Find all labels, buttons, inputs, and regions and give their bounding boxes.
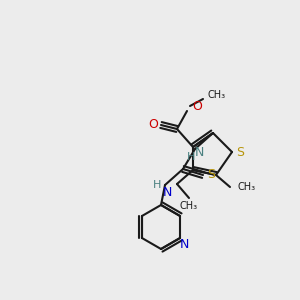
Text: H: H [153, 180, 161, 190]
Text: N: N [162, 187, 172, 200]
Text: CH₃: CH₃ [180, 201, 198, 211]
Text: O: O [192, 100, 202, 113]
Text: CH₃: CH₃ [238, 182, 256, 192]
Text: CH₃: CH₃ [208, 90, 226, 100]
Text: O: O [148, 118, 158, 131]
Text: N: N [194, 146, 204, 160]
Text: S: S [236, 146, 244, 158]
Text: H: H [187, 152, 195, 162]
Text: S: S [207, 169, 215, 182]
Text: N: N [179, 238, 189, 250]
